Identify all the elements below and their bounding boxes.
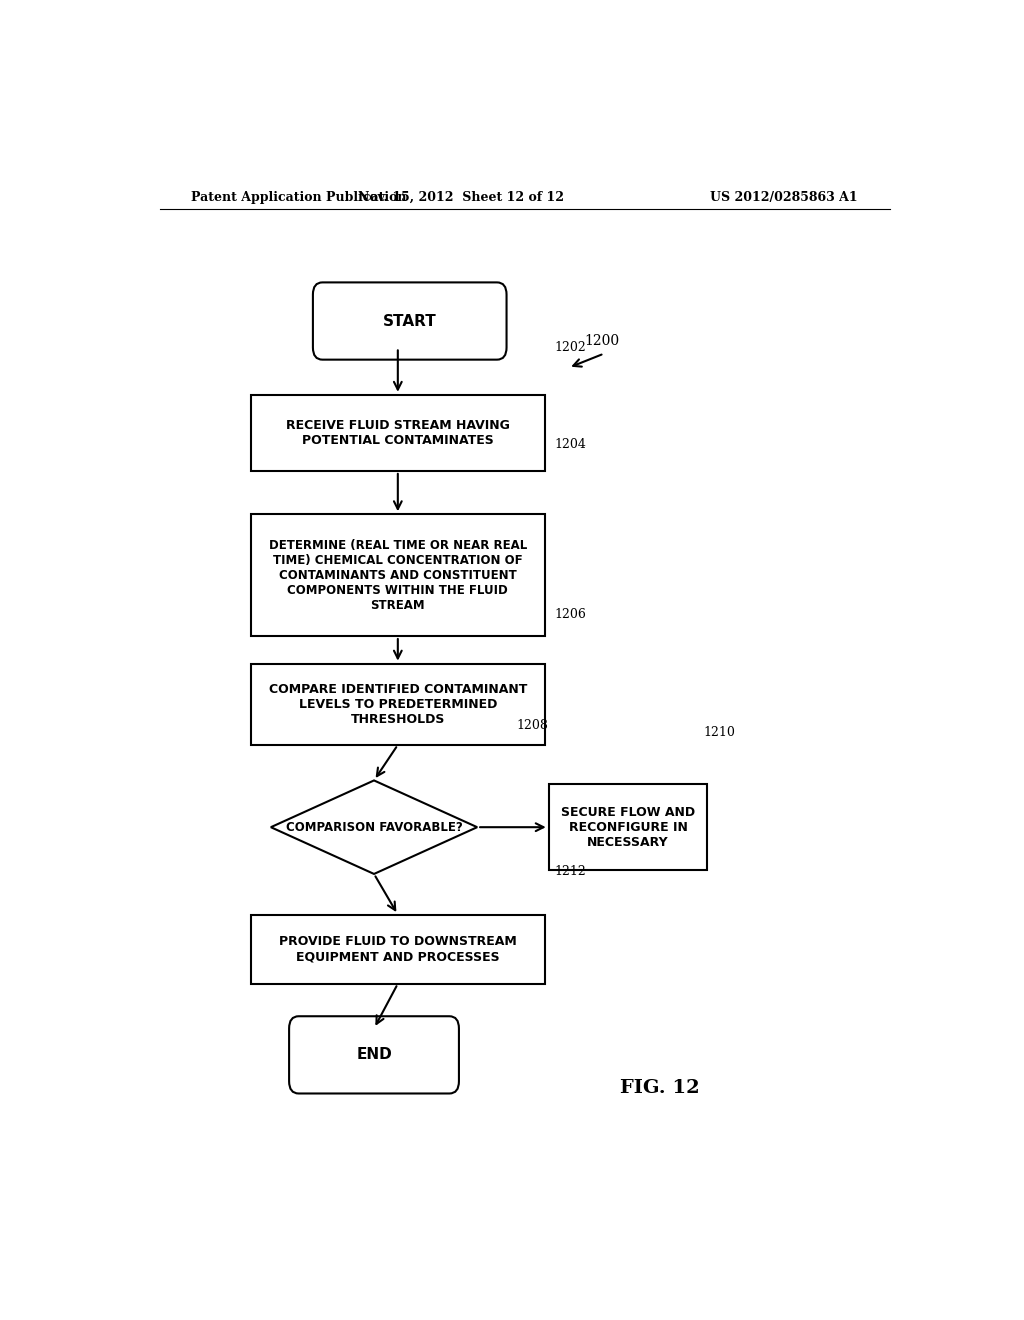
Bar [251,664,545,744]
Text: RECEIVE FLUID STREAM HAVING
POTENTIAL CONTAMINATES: RECEIVE FLUID STREAM HAVING POTENTIAL CO… [286,418,510,447]
Polygon shape [270,780,477,874]
Text: SECURE FLOW AND
RECONFIGURE IN
NECESSARY: SECURE FLOW AND RECONFIGURE IN NECESSARY [561,805,695,849]
Text: COMPARISON FAVORABLE?: COMPARISON FAVORABLE? [286,821,463,834]
Text: 1204: 1204 [554,438,586,451]
Bar [251,395,545,471]
FancyBboxPatch shape [289,1016,459,1093]
Text: Patent Application Publication: Patent Application Publication [191,190,407,203]
Bar [251,513,545,636]
Bar [549,784,708,870]
Bar [251,915,545,983]
Text: 1212: 1212 [554,865,586,878]
Text: PROVIDE FLUID TO DOWNSTREAM
EQUIPMENT AND PROCESSES: PROVIDE FLUID TO DOWNSTREAM EQUIPMENT AN… [279,935,517,964]
Text: END: END [356,1047,392,1063]
Text: Nov. 15, 2012  Sheet 12 of 12: Nov. 15, 2012 Sheet 12 of 12 [358,190,564,203]
Text: 1206: 1206 [554,609,586,620]
Text: 1202: 1202 [554,341,586,354]
Text: 1208: 1208 [517,718,549,731]
Text: 1200: 1200 [585,334,620,348]
Text: US 2012/0285863 A1: US 2012/0285863 A1 [711,190,858,203]
Text: DETERMINE (REAL TIME OR NEAR REAL
TIME) CHEMICAL CONCENTRATION OF
CONTAMINANTS A: DETERMINE (REAL TIME OR NEAR REAL TIME) … [268,539,527,611]
Text: START: START [383,314,436,329]
Text: COMPARE IDENTIFIED CONTAMINANT
LEVELS TO PREDETERMINED
THRESHOLDS: COMPARE IDENTIFIED CONTAMINANT LEVELS TO… [268,682,527,726]
FancyBboxPatch shape [313,282,507,359]
Text: FIG. 12: FIG. 12 [620,1080,699,1097]
Text: 1210: 1210 [703,726,735,739]
